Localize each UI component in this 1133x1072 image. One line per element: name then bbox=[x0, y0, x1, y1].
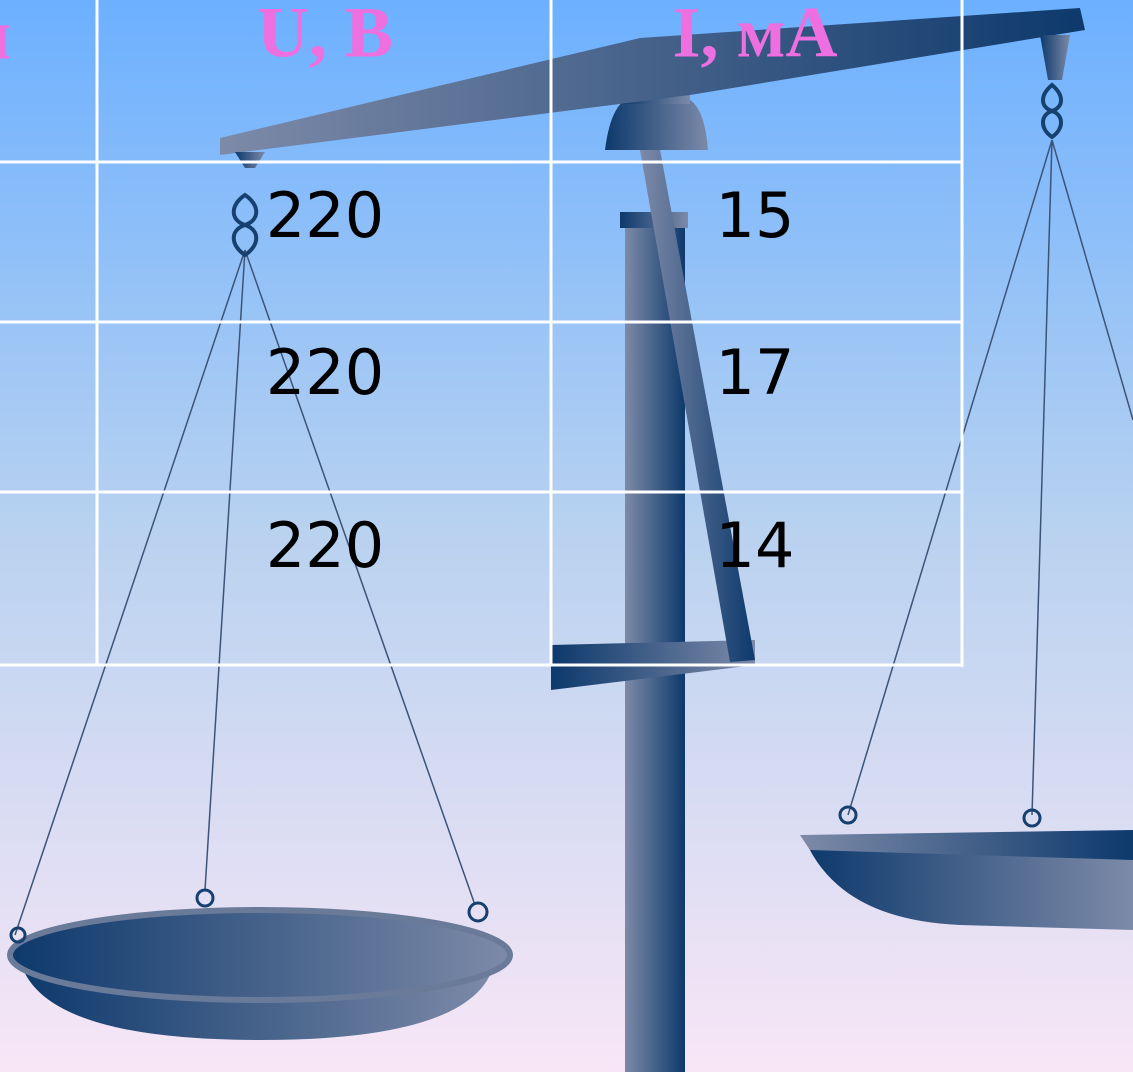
page: {"table": {"header": ["и", "U, В", "I, м… bbox=[0, 0, 1133, 1072]
header-cell: U, В bbox=[257, 0, 393, 73]
cell: 220 bbox=[266, 336, 384, 409]
cell: 15 bbox=[716, 179, 795, 252]
cell: 220 bbox=[266, 179, 384, 252]
header-cell: I, мА bbox=[672, 0, 837, 73]
cell: 14 bbox=[716, 509, 795, 582]
header-cell: и bbox=[0, 0, 11, 75]
slide: и U, В I, мА 220 15 220 17 220 14 bbox=[0, 0, 1133, 1072]
cell: 220 bbox=[266, 509, 384, 582]
cell: 17 bbox=[716, 336, 795, 409]
